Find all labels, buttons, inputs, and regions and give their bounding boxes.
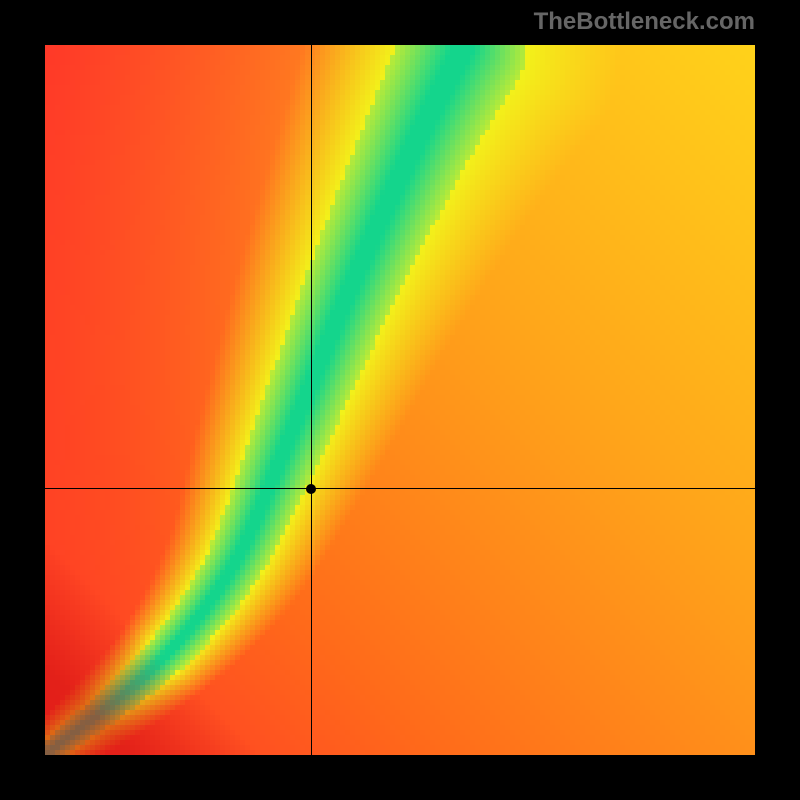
crosshair-horizontal (45, 488, 755, 489)
heatmap-canvas (45, 45, 755, 755)
crosshair-marker (306, 484, 316, 494)
chart-container: TheBottleneck.com (0, 0, 800, 800)
watermark-text: TheBottleneck.com (534, 8, 755, 36)
crosshair-vertical (311, 45, 312, 755)
